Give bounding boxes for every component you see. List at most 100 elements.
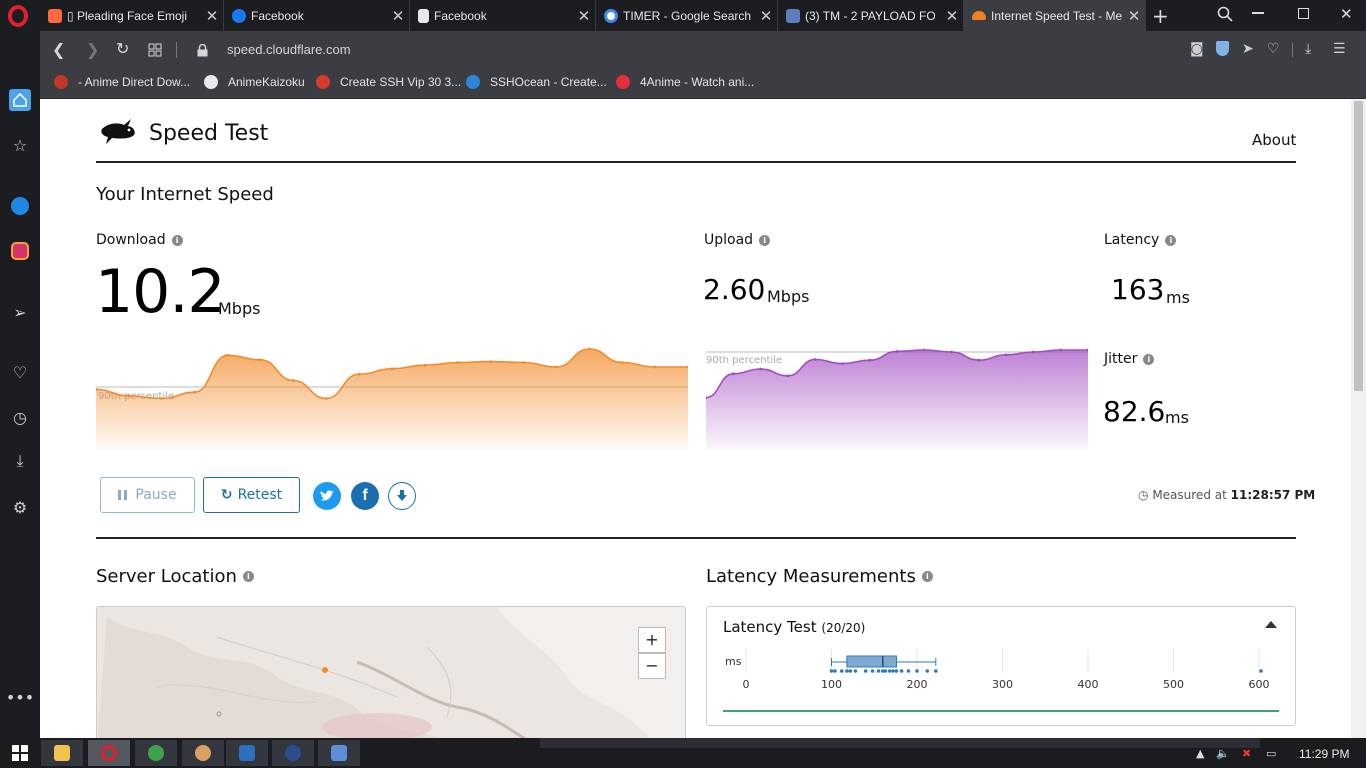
heart-icon[interactable]: ♡ <box>12 362 28 382</box>
bookmark-4anime[interactable]: 4Anime - Watch ani... <box>616 75 754 89</box>
opera-icon[interactable] <box>88 740 130 766</box>
map-zoom-in-button[interactable]: + <box>638 627 666 653</box>
tabs-grid-icon[interactable] <box>148 42 162 61</box>
page-scrollbar[interactable] <box>1351 99 1366 738</box>
lock-icon[interactable] <box>197 42 208 57</box>
media-icon[interactable] <box>272 740 314 766</box>
pause-button[interactable]: Pause <box>100 477 195 513</box>
star-icon[interactable]: ☆ <box>12 135 28 155</box>
tab-close-icon[interactable]: ✕ <box>577 7 591 25</box>
easy-setup-icon[interactable]: ☰ <box>1333 41 1346 57</box>
opera-sidebar: ☆ ➢ ♡ ◷ ⤓ ⚙ ••• <box>0 31 40 738</box>
tab-close-icon[interactable]: ✕ <box>759 7 773 25</box>
about-link[interactable]: About <box>1252 131 1297 149</box>
bookmark-sshocean[interactable]: SSHOcean - Create... <box>466 75 607 89</box>
tab-facebook-2[interactable]: Facebook ✕ <box>410 0 596 31</box>
chart-point <box>841 362 844 365</box>
home-icon[interactable] <box>9 89 31 111</box>
tab-title: Internet Speed Test - Me <box>991 8 1123 23</box>
jitter-unit: ms <box>1165 408 1189 427</box>
cat-icon[interactable] <box>182 740 224 766</box>
send-icon[interactable]: ➤ <box>1242 41 1254 57</box>
minimize-icon[interactable] <box>1252 12 1264 14</box>
app-icon[interactable] <box>226 740 268 766</box>
more-icon[interactable]: ••• <box>5 687 35 707</box>
twitter-icon[interactable] <box>313 482 341 510</box>
volume-icon[interactable]: 🔈 <box>1216 747 1230 760</box>
bookmark-label: SSHOcean - Create... <box>490 75 607 89</box>
bookmark-create-ssh[interactable]: Create SSH Vip 30 3... <box>316 75 461 89</box>
reload-icon[interactable]: ↻ <box>116 39 130 58</box>
action-center-icon[interactable]: ▭ <box>1266 747 1277 760</box>
tab-payload[interactable]: (3) TM - 2 PAYLOAD FO ✕ <box>778 0 964 31</box>
web-page: Speed Test About Your Internet Speed Dow… <box>40 99 1351 738</box>
network-status-icon[interactable]: ✖ <box>1242 747 1252 760</box>
new-tab-button[interactable]: + <box>1152 4 1169 28</box>
tray-expand-icon[interactable]: ▲ <box>1196 747 1205 760</box>
rabbit-logo-icon <box>98 117 138 153</box>
file-explorer-icon[interactable] <box>41 740 83 766</box>
heart-icon[interactable]: ♡ <box>1267 41 1280 57</box>
vpn-shield-icon[interactable] <box>1216 41 1229 56</box>
windows-taskbar: ▲ 🔈 ✖ ▭ 11:29 PM <box>0 738 1366 768</box>
latency-point <box>848 669 853 673</box>
windows-start-icon[interactable] <box>12 745 28 761</box>
taskbar-clock[interactable]: 11:29 PM <box>1299 747 1350 761</box>
messenger-icon[interactable] <box>9 195 31 217</box>
tab-close-icon[interactable]: ✕ <box>205 7 219 25</box>
info-icon[interactable]: i <box>759 234 771 246</box>
bookmark-animekaizoku[interactable]: AnimeKaizoku <box>204 75 305 89</box>
close-window-icon[interactable]: ✕ <box>1340 5 1353 23</box>
network-icon[interactable] <box>318 740 360 766</box>
latency-point <box>925 669 930 673</box>
download-icon[interactable]: ⤓ <box>16 451 24 470</box>
retest-button[interactable]: ↻ Retest <box>203 477 300 513</box>
tab-pleading-face[interactable]: ▯ Pleading Face Emoji ✕ <box>40 0 224 31</box>
pause-icon <box>118 490 128 500</box>
tab-speed-test[interactable]: Internet Speed Test - Me ✕ <box>964 0 1146 31</box>
bookmark-anime-direct[interactable]: - Anime Direct Dow... <box>54 75 190 89</box>
opera-menu-icon[interactable] <box>8 5 28 27</box>
forward-icon[interactable]: ❯ <box>86 40 100 59</box>
downloads-icon[interactable]: ⤓ <box>1305 41 1312 57</box>
restore-icon[interactable] <box>1298 8 1309 19</box>
history-icon[interactable]: ◷ <box>13 407 27 427</box>
facebook-icon[interactable]: f <box>351 482 379 510</box>
collapse-caret-icon[interactable] <box>1265 621 1277 628</box>
latency-tick-label: 100 <box>821 678 842 691</box>
map-zoom-out-button[interactable]: − <box>638 653 666 679</box>
info-icon[interactable]: i <box>921 571 933 582</box>
back-icon[interactable]: ❮ <box>52 40 66 59</box>
info-icon[interactable]: i <box>1165 234 1177 246</box>
tab-close-icon[interactable]: ✕ <box>391 7 405 25</box>
info-icon[interactable]: i <box>242 571 254 582</box>
download-label-text: Download <box>96 232 166 248</box>
info-icon[interactable]: i <box>1143 353 1155 365</box>
tab-close-icon[interactable]: ✕ <box>1127 7 1141 25</box>
upload-value: 2.60 <box>703 273 766 306</box>
latency-point <box>839 669 844 673</box>
send-icon[interactable]: ➢ <box>13 302 27 322</box>
browser-icon[interactable] <box>135 740 177 766</box>
upload-label: Upload i <box>704 232 771 248</box>
tab-title: (3) TM - 2 PAYLOAD FO <box>805 8 936 23</box>
tab-close-icon[interactable]: ✕ <box>945 7 959 25</box>
settings-icon[interactable]: ⚙ <box>12 497 28 517</box>
chart-point <box>357 372 361 376</box>
scrollbar-thumb[interactable] <box>1354 101 1363 391</box>
url-field[interactable]: speed.cloudflare.com <box>227 42 351 57</box>
latency-point <box>915 669 919 673</box>
search-tabs-icon[interactable] <box>1217 6 1233 26</box>
chart-point <box>977 358 981 362</box>
camera-icon[interactable]: ◙ <box>1190 41 1204 57</box>
server-map[interactable]: + − <box>96 606 686 738</box>
download-results-icon[interactable] <box>388 482 416 510</box>
download-value: 10.2 <box>95 257 226 327</box>
tab-facebook-1[interactable]: Facebook ✕ <box>224 0 410 31</box>
info-icon[interactable]: i <box>171 234 183 246</box>
latency-unit: ms <box>1166 288 1190 307</box>
chart-point <box>587 347 591 351</box>
tab-timer-search[interactable]: TIMER - Google Search ✕ <box>596 0 778 31</box>
instagram-icon[interactable] <box>9 240 31 262</box>
